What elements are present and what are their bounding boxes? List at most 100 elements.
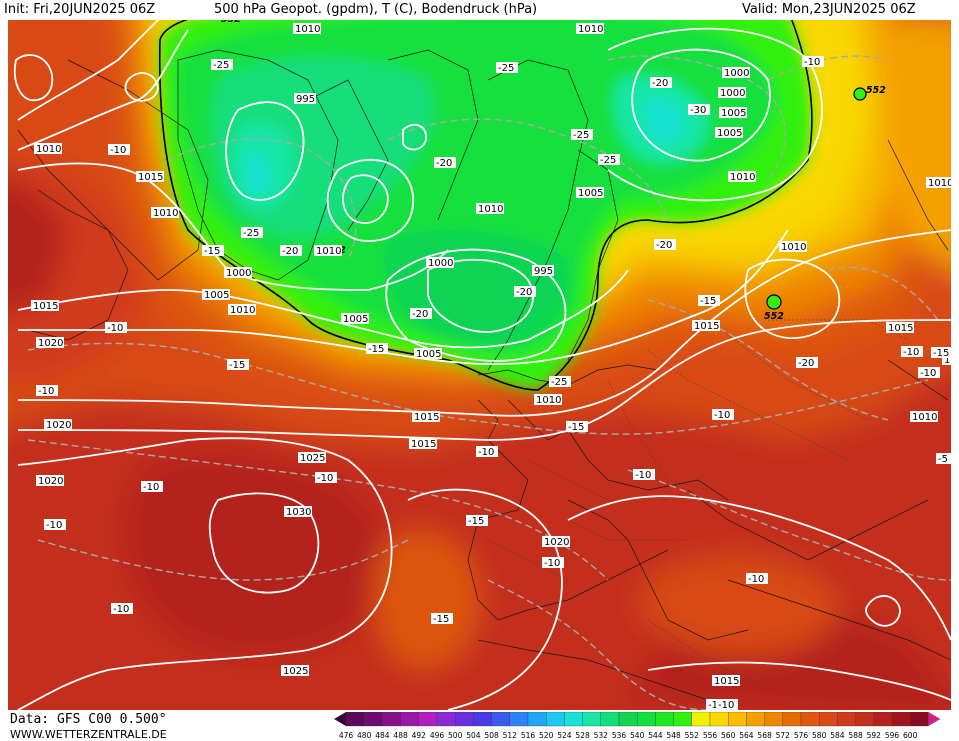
temperature-label: -15 [229,360,245,371]
temperature-label-bg [542,557,564,568]
pressure-label-bg [36,475,64,486]
pressure-label: 1015 [414,412,439,423]
legend-tick-label: 596 [885,731,900,740]
temperature-label-bg [141,481,163,492]
temperature-label-bg [571,129,593,140]
legend-swatch [728,712,747,727]
map-svg: 552 552 552 552 101010109951000100010051… [8,20,951,710]
legend-swatch [764,712,783,727]
legend-swatch [618,712,638,727]
pressure-label: 1010 [928,178,951,189]
pressure-label-bg [136,171,164,182]
temperature-label: -15 [568,422,584,433]
legend-swatch [637,712,656,727]
legend-swatch [600,712,620,727]
pressure-label-bg [576,23,604,34]
pressure-label: 1030 [286,507,311,518]
temperature-label: -10 [714,410,730,421]
temperature-label: -10 [478,447,494,458]
temperature-label-bg [431,613,453,624]
temperature-label-bg [434,157,456,168]
legend-swatch [564,712,583,727]
pressure-label-bg [542,536,570,547]
temperature-label-bg [796,357,818,368]
legend-swatch [491,712,510,727]
pressure-label: 1020 [38,476,63,487]
gp-label: 552 [764,311,784,322]
pressure-label: 995 [534,266,553,277]
pressure-label-bg [719,107,747,118]
legend-swatch [655,712,674,727]
color-legend: 476 480 484 488 492 496 500 504 508 512 516 520 524 5… [334,712,941,740]
temperature-label-bg [712,409,734,420]
legend-swatch [455,712,474,727]
pressure-label-bg [202,289,230,300]
legend-tick-label: 524 [557,731,572,740]
legend-tick-label: 512 [503,731,518,740]
temperature-label: -20 [436,158,452,169]
pressure-label-bg [412,411,440,422]
legend-swatch [436,712,456,727]
temperature-label: -20 [282,246,298,257]
data-source: Data: GFS C00 0.500° [10,712,167,727]
header: Init: Fri,20JUN2025 06Z 500 hPa Geopot. … [0,0,959,20]
gp-label: 552 [866,85,886,96]
temperature-label: -20 [412,309,428,320]
temperature-label-bg [566,421,588,432]
pressure-label: 1000 [226,268,251,279]
legend-swatch [527,712,547,727]
temperature-label: -10 [107,323,123,334]
pressure-label: 1010 [730,172,755,183]
legend-swatch [364,712,383,727]
legend-tick-label: 568 [757,731,772,740]
legend-swatch [746,712,765,727]
temperature-label-bg [36,385,58,396]
temperature-label-bg [688,104,710,115]
temperature-label: -25 [551,377,567,388]
pressure-label: 1005 [204,290,229,301]
legend-tick-label: 548 [666,731,681,740]
temperature-label: -10 [46,520,62,531]
temperature-label-bg [654,239,676,250]
pressure-label-bg [926,177,951,188]
contour-552-russia [766,294,782,310]
legend-tick-label: 484 [375,731,390,740]
weather-map: 552 552 552 552 101010109951000100010051… [8,20,951,710]
pressure-label: 1005 [343,314,368,325]
pressure-label: 1010 [912,412,937,423]
pressure-label: 1010 [295,24,320,35]
pressure-label: 1005 [416,349,441,360]
temperature-label: -15 [468,516,484,527]
temperature-label: -10 [38,386,54,397]
legend-swatch [418,712,438,727]
small-low-552-b [767,295,781,309]
legend-tick-label: 476 [339,731,354,740]
temperature-label-bg [650,77,672,88]
pressure-label: 1005 [578,188,603,199]
legend-tick-label: 572 [776,731,791,740]
legend-tick-label: 584 [830,731,845,740]
temperature-label-bg [598,154,620,165]
temperature-label-bg [111,603,133,614]
temperature-label-bg [105,322,127,333]
temperature-label: -5 [938,454,948,465]
pressure-label: 1015 [694,321,719,332]
temperature-label-bg [466,515,488,526]
temperature-label-bg [241,227,263,238]
pressure-label-bg [314,245,342,256]
temperature-label-bg [549,376,571,387]
temperature-label: -30 [690,105,706,116]
legend-swatch [673,712,692,727]
temperature-label-bg [716,699,738,710]
cold-core-fill [159,20,812,390]
temperature-label: -25 [213,60,229,71]
pressure-label: 1010 [153,208,178,219]
temperature-label-bg [202,245,224,256]
legend-tick-label: 488 [393,731,408,740]
temperature-label-bg [108,144,130,155]
pressure-label: 1000 [724,68,749,79]
legend-swatch [782,712,802,727]
pressure-label: 995 [296,94,315,105]
temperature-label: -20 [516,287,532,298]
temperature-label-bg [931,347,951,358]
